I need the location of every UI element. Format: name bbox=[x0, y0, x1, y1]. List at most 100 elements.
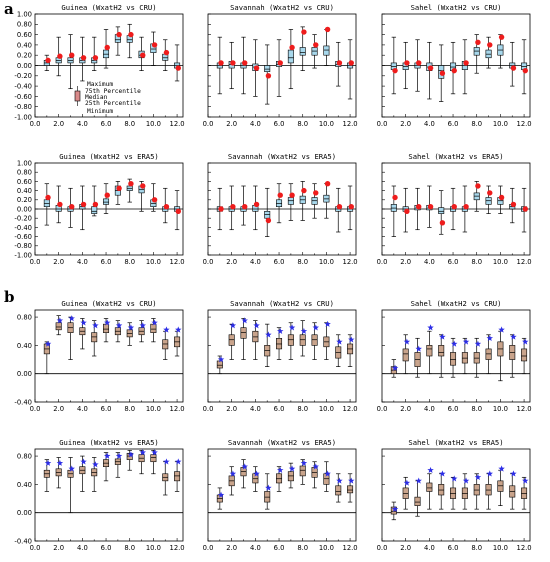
box bbox=[402, 348, 409, 362]
box bbox=[414, 496, 421, 506]
y-tick-label: 0.00 bbox=[17, 509, 32, 517]
marker-star bbox=[312, 324, 319, 331]
panel-9: Sahel (WxatH2 vs CRU) 0.0 2.0 4.0 6.0 8.0 10.0… bbox=[377, 299, 532, 413]
box bbox=[162, 339, 169, 350]
x-tick-label: 10.0 bbox=[319, 544, 334, 552]
y-tick-label: 0.40 bbox=[17, 187, 32, 195]
marker-point bbox=[175, 208, 181, 214]
x-tick-label: 4.0 bbox=[424, 258, 435, 266]
legend-median: Median bbox=[85, 94, 108, 101]
box bbox=[216, 360, 223, 369]
x-tick-label: 6.0 bbox=[274, 405, 285, 413]
x-tick-label: 10.0 bbox=[493, 544, 508, 552]
marker-star bbox=[288, 465, 296, 472]
marker-star bbox=[486, 334, 493, 342]
x-tick-label: 12.0 bbox=[517, 544, 532, 552]
marker-point bbox=[57, 201, 63, 208]
marker-point bbox=[439, 220, 446, 226]
y-tick-label: 0.00 bbox=[17, 205, 32, 213]
marker-star bbox=[115, 452, 123, 459]
panel-title: Sahel (WxatH2 vs ERA5) bbox=[408, 438, 503, 447]
section-b-label: b bbox=[4, 288, 15, 306]
marker-point bbox=[45, 194, 51, 201]
panel-6: Sahel (WxatH2 vs ERA5) 0.0 2.0 4.0 6.0 8.0 10.… bbox=[377, 152, 532, 266]
marker-point bbox=[498, 194, 505, 201]
marker-point bbox=[487, 42, 493, 48]
x-tick-label: 4.0 bbox=[424, 544, 435, 552]
panel-title: Savannah (WxatH2 vs ERA5) bbox=[228, 438, 336, 447]
x-tick-label: 6.0 bbox=[274, 544, 285, 552]
marker-star bbox=[229, 470, 237, 477]
box bbox=[103, 198, 110, 205]
x-tick-label: 8.0 bbox=[297, 544, 308, 552]
marker-star bbox=[391, 505, 399, 512]
y-tick-label: -1.00 bbox=[14, 251, 32, 259]
x-tick-label: 2.0 bbox=[226, 120, 237, 128]
box bbox=[276, 338, 283, 350]
x-tick-label: 0.0 bbox=[377, 258, 388, 266]
marker-point bbox=[439, 70, 446, 76]
marker-point bbox=[416, 60, 422, 66]
x-tick-label: 6.0 bbox=[101, 258, 112, 266]
x-tick-label: 2.0 bbox=[400, 258, 411, 266]
box bbox=[299, 465, 306, 477]
section-a-label: a bbox=[4, 0, 14, 18]
y-tick-label: -0.60 bbox=[14, 233, 32, 241]
box bbox=[450, 487, 457, 499]
marker-point bbox=[69, 204, 75, 210]
marker-point bbox=[475, 183, 481, 189]
box bbox=[150, 323, 157, 333]
x-tick-label: 12.0 bbox=[170, 120, 185, 128]
marker-point bbox=[336, 60, 343, 66]
x-tick-label: 0.0 bbox=[30, 120, 41, 128]
marker-point bbox=[80, 201, 87, 208]
x-tick-label: 10.0 bbox=[493, 258, 508, 266]
marker-star bbox=[462, 477, 470, 484]
x-tick-label: 12.0 bbox=[343, 258, 358, 266]
x-tick-label: 2.0 bbox=[53, 544, 64, 552]
box bbox=[240, 327, 247, 339]
box bbox=[103, 323, 110, 333]
x-tick-label: 8.0 bbox=[297, 258, 308, 266]
marker-star bbox=[439, 470, 446, 477]
marker-star bbox=[300, 459, 308, 466]
x-tick-label: 0.0 bbox=[203, 120, 214, 128]
marker-star bbox=[265, 331, 272, 338]
panels-group: Guinea (WxatH2 vs CRU) 0.0 2.0 4.0 6.0 8.0 10.… bbox=[14, 3, 531, 552]
marker-star bbox=[451, 340, 458, 347]
plot-frame bbox=[34, 448, 184, 542]
x-tick-label: 6.0 bbox=[448, 258, 459, 266]
box bbox=[438, 345, 445, 357]
marker-star bbox=[510, 333, 517, 340]
y-tick-label: 1.00 bbox=[17, 10, 32, 18]
marker-point bbox=[324, 181, 331, 187]
marker-point bbox=[128, 181, 134, 187]
y-tick-label: -0.40 bbox=[14, 224, 32, 232]
marker-point bbox=[253, 65, 260, 71]
marker-point bbox=[230, 60, 236, 66]
marker-point bbox=[427, 204, 434, 210]
x-tick-label: 0.0 bbox=[203, 405, 214, 413]
x-tick-label: 8.0 bbox=[471, 120, 482, 128]
panel-4: Guinea (WxatH2 vs ERA5) 0.0 2.0 4.0 6.0 8.0 10… bbox=[14, 152, 184, 266]
x-tick-label: 4.0 bbox=[77, 544, 88, 552]
box bbox=[276, 473, 283, 484]
marker-star bbox=[277, 327, 284, 334]
x-tick-label: 4.0 bbox=[77, 258, 88, 266]
y-tick-label: -0.80 bbox=[14, 103, 32, 111]
marker-star bbox=[336, 477, 343, 484]
marker-point bbox=[104, 192, 110, 198]
box bbox=[347, 485, 354, 494]
marker-point bbox=[451, 204, 457, 210]
box bbox=[287, 49, 294, 64]
x-tick-label: 10.0 bbox=[146, 544, 161, 552]
marker-star bbox=[104, 452, 111, 459]
x-tick-label: 12.0 bbox=[170, 405, 185, 413]
marker-star bbox=[163, 458, 170, 465]
box bbox=[438, 484, 445, 496]
marker-point bbox=[175, 65, 181, 71]
marker-point bbox=[498, 34, 505, 40]
marker-star bbox=[56, 459, 64, 466]
box bbox=[264, 345, 271, 357]
x-tick-label: 6.0 bbox=[448, 405, 459, 413]
